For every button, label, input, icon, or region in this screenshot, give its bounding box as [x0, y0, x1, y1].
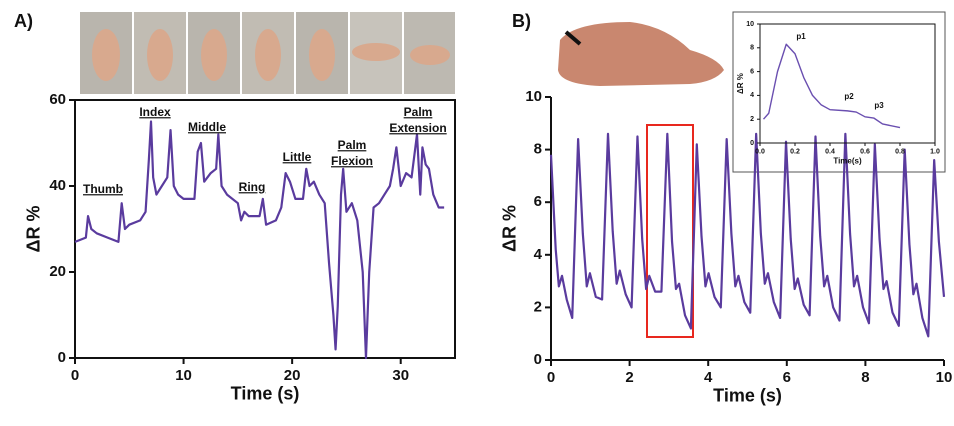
annotation: Little — [283, 150, 312, 164]
y-tick-label: 8 — [750, 45, 754, 52]
foot-photo — [558, 22, 724, 86]
y-tick-label: 4 — [534, 246, 543, 263]
annotation: Index — [139, 105, 171, 119]
y-tick-label: 4 — [750, 92, 754, 99]
y-tick-label: 0 — [58, 349, 66, 366]
annotation: Thumb — [83, 182, 123, 196]
annotation: Extension — [389, 121, 446, 135]
x-tick-label: 2 — [625, 369, 633, 386]
annotation: p1 — [796, 32, 806, 41]
x-tick-label: 0.6 — [860, 148, 870, 155]
highlight-box — [647, 125, 693, 337]
x-axis-label: Time (s) — [713, 385, 782, 405]
y-tick-label: 10 — [746, 21, 754, 28]
plot-frame — [75, 100, 455, 358]
x-axis-label: Time (s) — [231, 383, 300, 403]
x-tick-label: 20 — [284, 367, 301, 384]
annotation: p2 — [844, 92, 854, 101]
x-axis-label: Time(s) — [833, 156, 862, 165]
x-tick-label: 6 — [783, 369, 791, 386]
x-tick-label: 0 — [71, 367, 79, 384]
x-tick-label: 0 — [547, 369, 555, 386]
y-tick-label: 10 — [525, 88, 542, 105]
y-tick-label: 20 — [49, 263, 66, 280]
x-tick-label: 4 — [704, 369, 713, 386]
annotation: Ring — [239, 180, 266, 194]
annotation: p3 — [874, 101, 884, 110]
y-tick-label: 0 — [534, 351, 542, 368]
y-tick-label: 0 — [750, 140, 754, 147]
y-tick-label: 60 — [49, 91, 66, 108]
y-tick-label: 2 — [750, 116, 754, 123]
x-tick-label: 8 — [861, 369, 869, 386]
x-tick-label: 10 — [936, 369, 953, 386]
annotation: Flexion — [331, 154, 373, 168]
x-tick-label: 10 — [175, 367, 192, 384]
x-tick-label: 30 — [392, 367, 409, 384]
y-axis-label: ΔR % — [23, 206, 43, 253]
x-tick-label: 0.4 — [825, 148, 835, 155]
y-tick-label: 40 — [49, 177, 66, 194]
annotation: Middle — [188, 120, 226, 134]
y-tick-label: 8 — [534, 141, 542, 158]
x-tick-label: 1.0 — [930, 148, 940, 155]
panel-label: A) — [14, 11, 33, 31]
y-tick-label: 6 — [534, 193, 542, 210]
y-axis-label: ΔR % — [499, 205, 519, 252]
x-tick-label: 0.2 — [790, 148, 800, 155]
y-tick-label: 6 — [750, 68, 754, 75]
x-tick-label: 0.0 — [755, 148, 765, 155]
hand-photos — [80, 12, 455, 94]
annotation: Palm — [404, 105, 433, 119]
annotation: Palm — [338, 138, 367, 152]
x-tick-label: 0.8 — [895, 148, 905, 155]
data-line — [75, 122, 444, 359]
figure: 01020300204060Time (s)ΔR %A)ThumbIndexMi… — [0, 0, 954, 421]
y-axis-label: ΔR % — [736, 73, 745, 94]
y-tick-label: 2 — [534, 298, 542, 315]
panel-label: B) — [512, 11, 531, 31]
